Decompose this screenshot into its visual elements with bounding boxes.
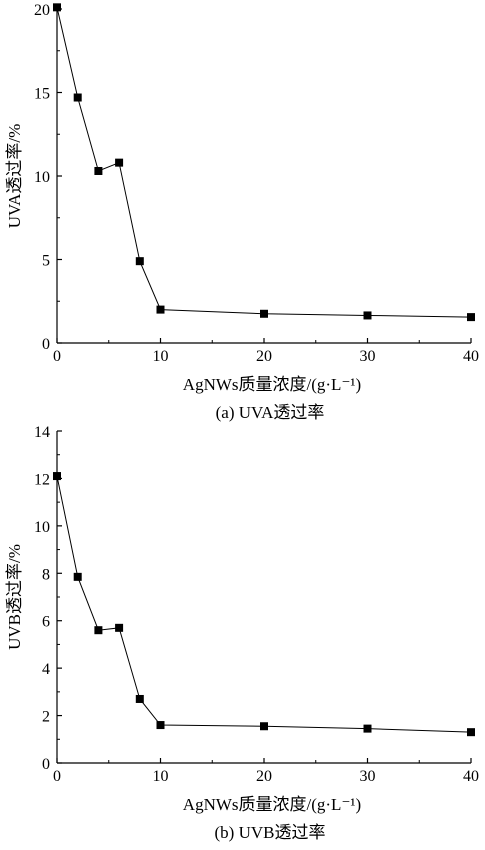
chart-a: 0 10 20 30 40 0 5 10 15 20 AgNWs质量浓度/(g·L⁻¹) UVA透过率… [5, 2, 479, 422]
x-tick-label: 10 [153, 348, 169, 365]
data-point [467, 313, 475, 322]
data-point [94, 166, 103, 175]
y-tick-label: 4 [42, 661, 50, 678]
data-point [115, 158, 124, 167]
y-tick-label: 12 [34, 471, 50, 488]
x-tick-label: 30 [360, 768, 376, 785]
y-tick-label: 8 [42, 566, 50, 583]
x-axis-label: AgNWs质量浓度/(g·L⁻¹) [183, 795, 361, 814]
y-tick-label: 2 [42, 709, 50, 726]
y-tick-label: 5 [42, 253, 50, 270]
figure-caption: (b) UVB透过率 [215, 823, 326, 842]
data-point [135, 257, 144, 266]
x-tick-label: 40 [463, 768, 479, 785]
figure-caption: (a) UVA透过率 [216, 403, 325, 422]
x-tick-label: 20 [256, 768, 272, 785]
data-point [115, 623, 124, 632]
x-tick-label: 20 [256, 348, 272, 365]
y-tick-label: 15 [34, 86, 50, 103]
y-tick-label: 10 [34, 519, 50, 536]
x-tick-label: 10 [153, 768, 169, 785]
data-point [156, 305, 165, 314]
data-point [260, 309, 268, 318]
data-point [53, 3, 61, 12]
series-line [56, 475, 472, 733]
y-axis-label: UVA透过率/% [5, 124, 24, 229]
data-point [73, 572, 82, 581]
y-tick-label: 14 [34, 424, 50, 441]
y-tick-label: 6 [42, 614, 50, 631]
x-tick-label: 0 [53, 768, 61, 785]
data-point [53, 472, 61, 481]
y-tick-label: 0 [42, 336, 50, 353]
data-point [135, 694, 144, 703]
x-tick-label: 0 [53, 348, 61, 365]
data-point [363, 724, 372, 733]
data-point [260, 722, 268, 731]
y-tick-label: 0 [42, 756, 50, 773]
data-point [73, 93, 82, 102]
data-point [467, 728, 475, 737]
y-tick-label: 20 [34, 2, 50, 19]
x-axis-label: AgNWs质量浓度/(g·L⁻¹) [183, 375, 361, 394]
x-tick-label: 30 [360, 348, 376, 365]
y-axis-label: UVB透过率/% [5, 544, 24, 650]
data-point [363, 311, 372, 320]
x-tick-label: 40 [463, 348, 479, 365]
chart-b: 0 10 20 30 40 0 2 4 6 8 10 12 14 AgNWs质量浓度/(g·L⁻¹) UVB… [5, 424, 479, 842]
data-point [156, 721, 165, 730]
y-tick-label: 10 [34, 169, 50, 186]
data-point [94, 626, 103, 635]
